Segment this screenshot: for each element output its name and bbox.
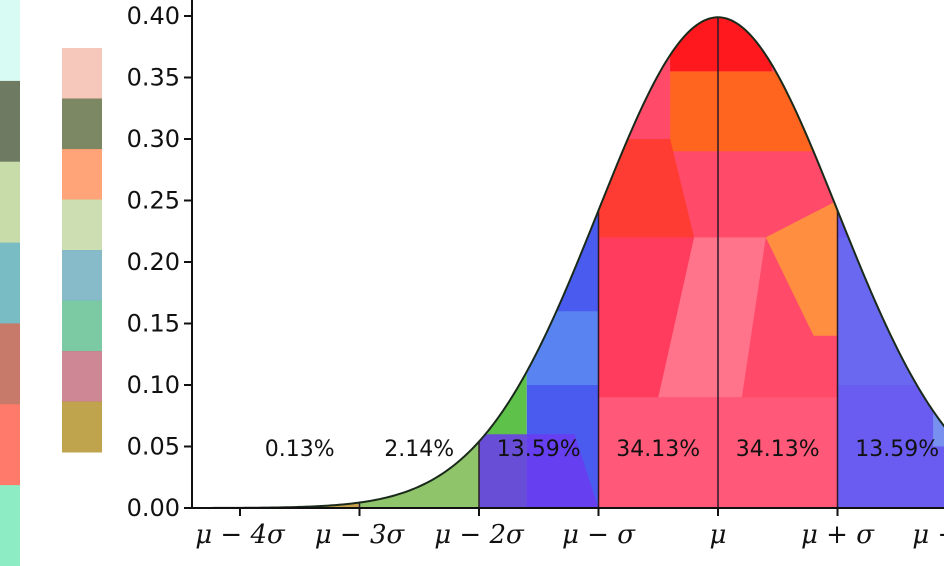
x-tick-label: μ	[710, 520, 727, 550]
sigma-divider-lines	[358, 17, 839, 508]
axes	[191, 0, 944, 509]
colorbar-segment	[62, 250, 102, 301]
x-tick-label: μ + σ	[801, 520, 875, 550]
region-percent-label: 34.13%	[736, 437, 820, 462]
strip-segment	[0, 485, 20, 566]
region-percent-label: 13.59%	[497, 437, 581, 462]
strip-segment	[0, 323, 20, 405]
colorbar-segment	[62, 300, 102, 352]
x-tick-label: μ + 2σ	[912, 520, 944, 550]
region-facet	[837, 237, 934, 385]
y-tick-label: 0.00	[127, 494, 180, 522]
colorbar-segment	[62, 98, 102, 150]
region-fill	[192, 17, 360, 508]
x-tick-label: μ − 3σ	[315, 520, 406, 550]
region-percent-label: 0.13%	[265, 437, 335, 462]
region-facet	[670, 71, 814, 152]
strip-segment	[0, 242, 20, 324]
colorbar-segment	[62, 351, 102, 402]
strip-segment	[0, 80, 20, 163]
region-facet	[658, 237, 766, 398]
region-facet	[526, 311, 599, 385]
region-facet	[479, 434, 599, 508]
region-fill	[359, 17, 479, 508]
region-percent-labels: 0.13% 2.14% 13.59% 34.13% 34.13% 13.59%	[265, 437, 939, 462]
x-axis-ticks: μ − 4σ μ − 3σ μ − 2σ μ − σ μ μ + σ μ + 2σ	[195, 508, 944, 550]
x-tick-label: μ − 2σ	[434, 520, 525, 550]
density-curve	[192, 16, 944, 508]
region-facet	[598, 139, 695, 238]
y-tick-label: 0.30	[127, 125, 180, 153]
region-facet	[765, 200, 838, 336]
region-percent-label: 34.13%	[616, 437, 700, 462]
y-tick-label: 0.15	[127, 310, 180, 338]
y-tick-label: 0.10	[127, 371, 180, 399]
region-percent-label: 2.14%	[384, 437, 454, 462]
y-tick-label: 0.25	[127, 187, 180, 215]
y-axis-ticks: 0.00 0.05 0.10 0.15 0.20 0.25 0.30 0.35 0.40	[127, 2, 192, 522]
strip-segment	[0, 161, 20, 244]
strip-segment	[0, 0, 20, 82]
colorbar-decoration	[62, 48, 102, 453]
y-tick-label: 0.20	[127, 248, 180, 276]
colorbar-segment	[62, 199, 102, 251]
colorbar-segment	[62, 48, 102, 99]
y-tick-label: 0.40	[127, 2, 180, 30]
strip-segment	[0, 404, 20, 486]
x-tick-label: μ − σ	[562, 520, 636, 550]
color-strip	[0, 0, 20, 566]
area-under-curve	[192, 17, 944, 508]
colorbar-segment	[62, 401, 102, 453]
region-facet	[598, 237, 695, 398]
colorbar-segment	[62, 149, 102, 200]
x-tick-label: μ − 4σ	[195, 520, 286, 550]
region-percent-label: 13.59%	[855, 437, 939, 462]
y-tick-label: 0.35	[127, 64, 180, 92]
y-tick-label: 0.05	[127, 433, 180, 461]
